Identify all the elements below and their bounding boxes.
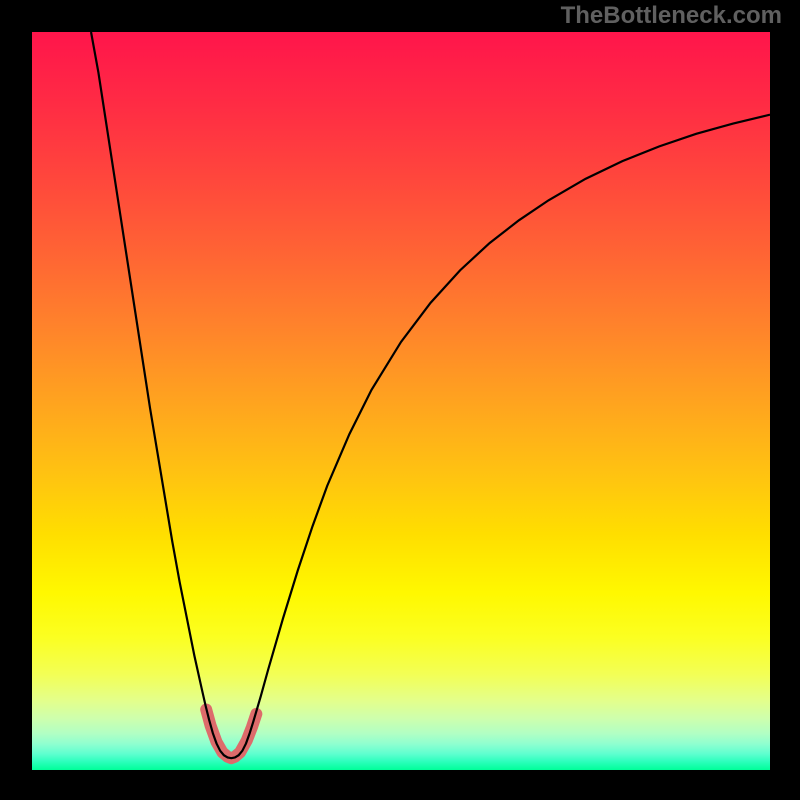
chart-svg bbox=[32, 32, 770, 770]
main-curve bbox=[91, 32, 770, 758]
plot-area bbox=[32, 32, 770, 770]
watermark-text: TheBottleneck.com bbox=[561, 2, 782, 30]
